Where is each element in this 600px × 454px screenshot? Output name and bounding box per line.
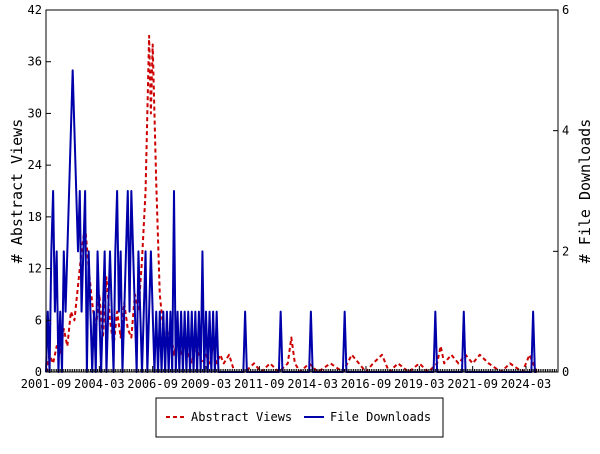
- y-right-tick-label: 2: [562, 244, 569, 258]
- x-tick-label: 2001-09: [21, 377, 72, 391]
- y-left-tick-label: 6: [35, 313, 42, 327]
- x-tick-label: 2016-09: [341, 377, 392, 391]
- y-left-tick-label: 42: [28, 3, 42, 17]
- y-axis-left-title: # Abstract Views: [8, 119, 26, 264]
- y-left-tick-label: 18: [28, 210, 42, 224]
- y-right-tick-label: 4: [562, 124, 569, 138]
- legend-label-abstract-views: Abstract Views: [191, 410, 292, 424]
- x-tick-label: 2021-09: [447, 377, 498, 391]
- y-left-tick-label: 12: [28, 262, 42, 276]
- legend-label-file-downloads: File Downloads: [330, 410, 431, 424]
- x-tick-label: 2004-03: [74, 377, 125, 391]
- legend: Abstract Views File Downloads: [155, 397, 444, 438]
- y-left-tick-label: 30: [28, 106, 42, 120]
- x-tick-label: 2011-09: [234, 377, 285, 391]
- y-right-tick-label: 6: [562, 3, 569, 17]
- x-tick-label: 2019-03: [394, 377, 445, 391]
- x-tick-label: 2014-03: [287, 377, 338, 391]
- y-left-tick-label: 36: [28, 55, 42, 69]
- x-tick-label: 2024-03: [501, 377, 552, 391]
- y-left-tick-label: 24: [28, 158, 42, 172]
- x-tick-label: 2009-03: [181, 377, 232, 391]
- series-line-file-downloads: [45, 69, 537, 373]
- y-axis-right-title: # File Downloads: [576, 119, 594, 264]
- y-left-tick-label: 0: [35, 365, 42, 379]
- x-tick-label: 2006-09: [127, 377, 178, 391]
- legend-box: [155, 397, 444, 438]
- y-right-tick-label: 0: [562, 365, 569, 379]
